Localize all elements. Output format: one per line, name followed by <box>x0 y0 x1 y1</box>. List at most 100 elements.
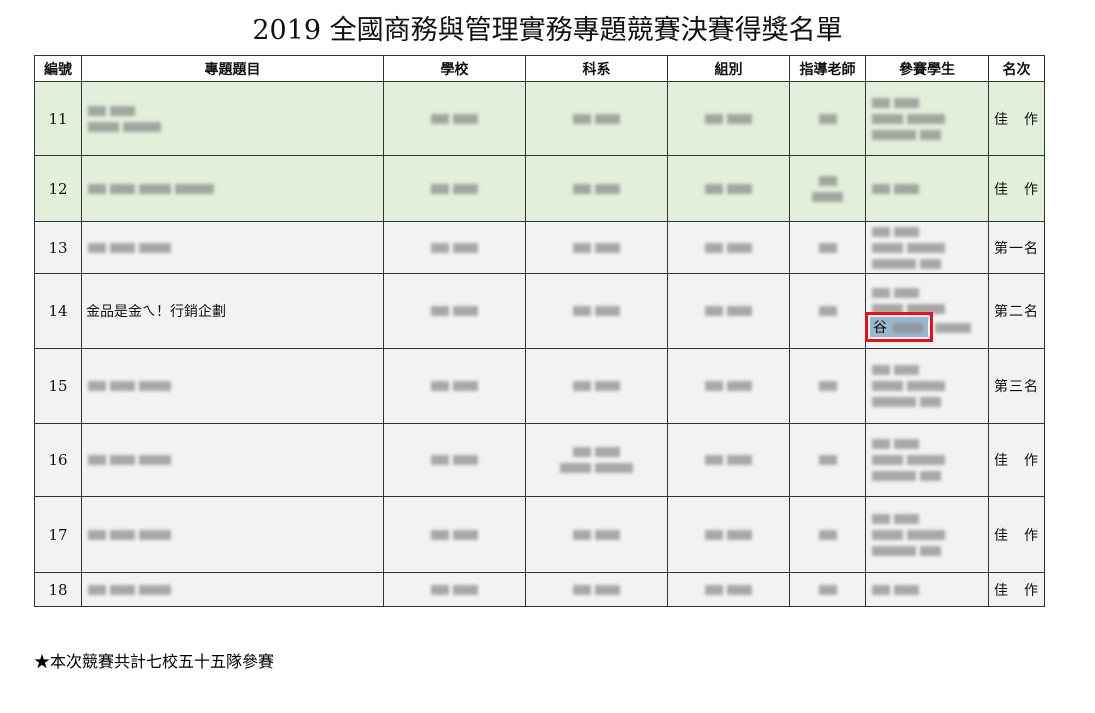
teacher-cell <box>789 572 866 607</box>
redacted-text <box>727 306 752 316</box>
table-row: 12 佳 作 <box>34 155 1045 222</box>
school-cell <box>383 572 526 607</box>
redacted-text <box>818 455 837 465</box>
table-row: 14 金品是金ㄟ！行銷企劃谷 第二名 <box>34 273 1045 349</box>
redacted-text <box>818 242 837 253</box>
school-cell <box>383 348 526 424</box>
teacher-cell <box>789 273 866 349</box>
rank-cell: 佳 作 <box>988 81 1045 156</box>
redacted-text <box>431 113 449 124</box>
redacted-text <box>705 306 723 316</box>
rank-cell: 第二名 <box>988 273 1045 349</box>
department-cell <box>525 273 668 349</box>
redacted-text <box>872 545 916 556</box>
rank-cell: 佳 作 <box>988 155 1045 222</box>
highlighted-student: 谷 <box>864 312 934 342</box>
redacted-text <box>818 584 837 595</box>
redacted-text <box>573 113 591 124</box>
redacted-text <box>894 513 919 524</box>
students-cell: 谷 <box>864 273 989 349</box>
redacted-text <box>573 529 591 540</box>
group-cell <box>667 81 790 156</box>
redacted-text <box>573 381 591 391</box>
redacted-text <box>872 397 916 407</box>
row-number: 15 <box>34 348 82 424</box>
redacted-text <box>595 183 620 194</box>
redacted-text <box>110 183 135 194</box>
redacted-text <box>872 304 903 314</box>
redacted-text <box>818 113 837 124</box>
students-cell <box>865 572 989 607</box>
teacher-cell <box>789 423 866 497</box>
rank-cell: 第一名 <box>988 221 1045 274</box>
redacted-text <box>727 381 752 391</box>
redacted-text <box>88 183 106 194</box>
redacted-text <box>453 113 478 124</box>
column-header: 編號 <box>34 55 82 82</box>
redacted-text <box>139 242 171 253</box>
redacted-text <box>894 226 919 237</box>
table-row: 11 佳 作 <box>34 81 1045 156</box>
department-cell <box>525 221 668 274</box>
teacher-cell <box>789 221 866 274</box>
redacted-text <box>872 258 916 269</box>
redacted-text <box>894 365 919 375</box>
redacted-text <box>595 529 620 540</box>
redacted-text <box>872 471 916 481</box>
redacted-text <box>573 447 591 457</box>
redacted-text <box>453 381 478 391</box>
redacted-text <box>727 183 752 194</box>
redacted-text <box>920 258 941 269</box>
department-cell <box>525 348 668 424</box>
redacted-text <box>431 381 449 391</box>
topic-cell <box>81 572 384 607</box>
school-cell <box>383 81 526 156</box>
redacted-text <box>894 584 919 595</box>
group-cell <box>667 496 790 573</box>
redacted-text <box>872 529 903 540</box>
redacted-text <box>727 529 752 540</box>
school-cell <box>383 221 526 274</box>
group-cell <box>667 221 790 274</box>
redacted-text <box>560 463 591 473</box>
redacted-text <box>727 113 752 124</box>
redacted-text <box>110 584 135 595</box>
redacted-text <box>727 455 752 465</box>
redacted-text <box>705 381 723 391</box>
topic-cell <box>81 155 384 222</box>
redacted-text <box>431 306 449 316</box>
students-cell <box>865 155 989 222</box>
award-table: 編號 專題題目 學校 科系 組別 指導老師 參賽學生 名次 11 佳 作 12 佳 作 13 第一名 14… <box>34 55 1045 607</box>
table-row: 16 佳 作 <box>34 423 1045 497</box>
redacted-text <box>139 381 171 391</box>
redacted-text <box>453 584 478 595</box>
redacted-text <box>872 183 890 194</box>
group-cell <box>667 572 790 607</box>
redacted-text <box>431 584 449 595</box>
redacted-text <box>88 529 106 540</box>
redacted-text <box>139 183 171 194</box>
redacted-text <box>907 242 945 253</box>
redacted-text <box>872 113 903 124</box>
redacted-text <box>812 191 843 202</box>
teacher-cell <box>789 155 866 222</box>
redacted-text <box>872 513 890 524</box>
school-cell <box>383 496 526 573</box>
redacted-text <box>705 529 723 540</box>
redacted-text <box>705 584 723 595</box>
page-title: 2019 全國商務與管理實務專題競賽決賽得獎名單 <box>252 15 843 46</box>
redacted-text <box>595 113 620 124</box>
topic-cell <box>81 423 384 497</box>
redacted-text <box>907 455 945 465</box>
redacted-text <box>453 455 478 465</box>
redacted-text <box>818 306 837 316</box>
redacted-text <box>431 183 449 194</box>
redacted-text <box>595 463 633 473</box>
redacted-text <box>872 455 903 465</box>
table-row: 13 第一名 <box>34 221 1045 274</box>
topic-cell <box>81 348 384 424</box>
redacted-text <box>453 529 478 540</box>
students-cell <box>865 496 989 573</box>
school-cell <box>383 273 526 349</box>
column-header: 名次 <box>988 55 1045 82</box>
